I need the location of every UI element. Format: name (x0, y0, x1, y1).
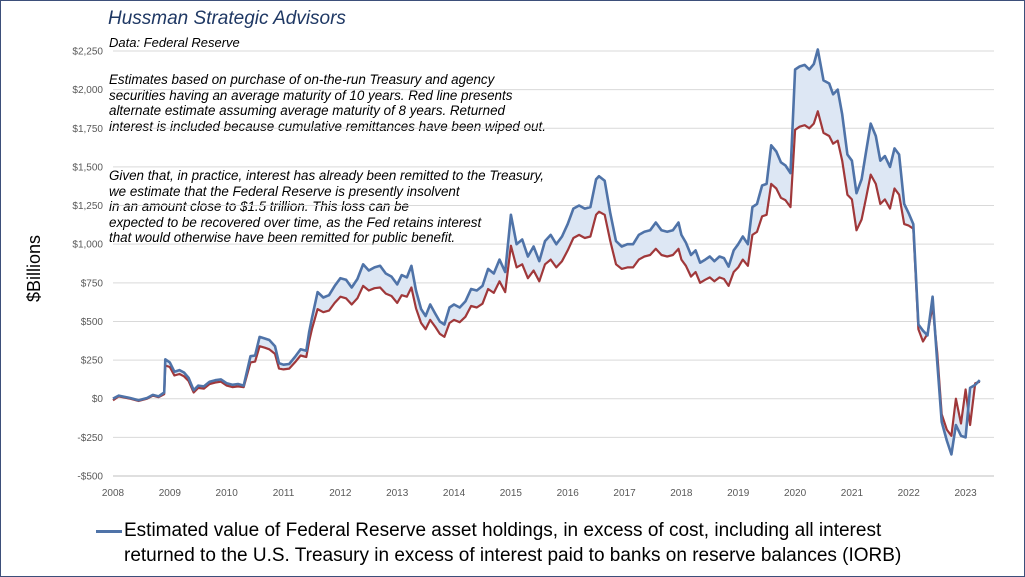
x-tick-label: 2019 (727, 488, 750, 499)
y-tick-label: $2,250 (72, 47, 103, 58)
annotation-line: we estimate that the Federal Reserve is … (109, 183, 460, 199)
x-tick-label: 2016 (557, 488, 580, 499)
x-tick-label: 2023 (954, 488, 977, 499)
y-tick-label: $1,750 (72, 124, 103, 135)
x-tick-label: 2011 (273, 488, 295, 499)
annotation-line: securities having an average maturity of… (109, 87, 513, 103)
annotation-line: alternate estimate assuming average matu… (109, 103, 505, 119)
x-tick-label: 2013 (386, 488, 409, 499)
annotation-line: interest is included because cumulative … (109, 118, 546, 134)
x-tick-label: 2022 (898, 488, 921, 499)
annotation-insolvency: Given that, in practice, interest has al… (109, 168, 544, 246)
x-tick-label: 2010 (216, 488, 239, 499)
annotation-line: expected to be recovered over time, as t… (109, 214, 482, 230)
x-tick-label: 2012 (329, 488, 352, 499)
annotation-line: in an amount close to $1.5 trillion. Thi… (109, 199, 409, 215)
y-tick-label: -$500 (77, 472, 103, 483)
y-tick-label: $250 (81, 356, 104, 367)
y-tick-label: $0 (92, 394, 104, 405)
y-tick-label: $2,000 (72, 85, 103, 96)
x-tick-label: 2014 (443, 488, 466, 499)
series-gap-fill (113, 49, 980, 455)
legend-label: Estimated value of Federal Reserve asset… (124, 518, 901, 568)
x-tick-label: 2009 (159, 488, 182, 499)
annotation-line: that would otherwise have been remitted … (109, 230, 456, 246)
chart-source: Data: Federal Reserve (109, 35, 240, 50)
x-tick-label: 2018 (670, 488, 693, 499)
x-tick-label: 2021 (841, 488, 864, 499)
y-tick-label: $750 (81, 278, 104, 289)
legend-line-1: Estimated value of Federal Reserve asset… (124, 520, 882, 541)
y-tick-label: $1,500 (72, 162, 103, 173)
annotation-line: Estimates based on purchase of on-the-ru… (109, 72, 495, 87)
x-tick-label: 2017 (613, 488, 636, 499)
x-tick-label: 2015 (500, 488, 523, 499)
y-tick-label: $1,000 (72, 240, 103, 251)
series-line-blue-10yr (112, 48, 981, 456)
series-line-red-8yr (112, 110, 981, 437)
y-tick-label: -$250 (77, 433, 103, 444)
chart-title: Hussman Strategic Advisors (108, 8, 346, 29)
x-tick-label: 2008 (102, 488, 125, 499)
y-tick-label: $1,250 (72, 201, 103, 212)
x-tick-label: 2020 (784, 488, 807, 499)
legend-swatch-blue (96, 530, 122, 533)
legend-line-2: returned to the U.S. Treasury in excess … (124, 545, 902, 566)
annotation-maturity: Estimates based on purchase of on-the-ru… (109, 72, 546, 134)
annotation-line: Given that, in practice, interest has al… (109, 168, 544, 183)
y-tick-label: $500 (81, 317, 104, 328)
